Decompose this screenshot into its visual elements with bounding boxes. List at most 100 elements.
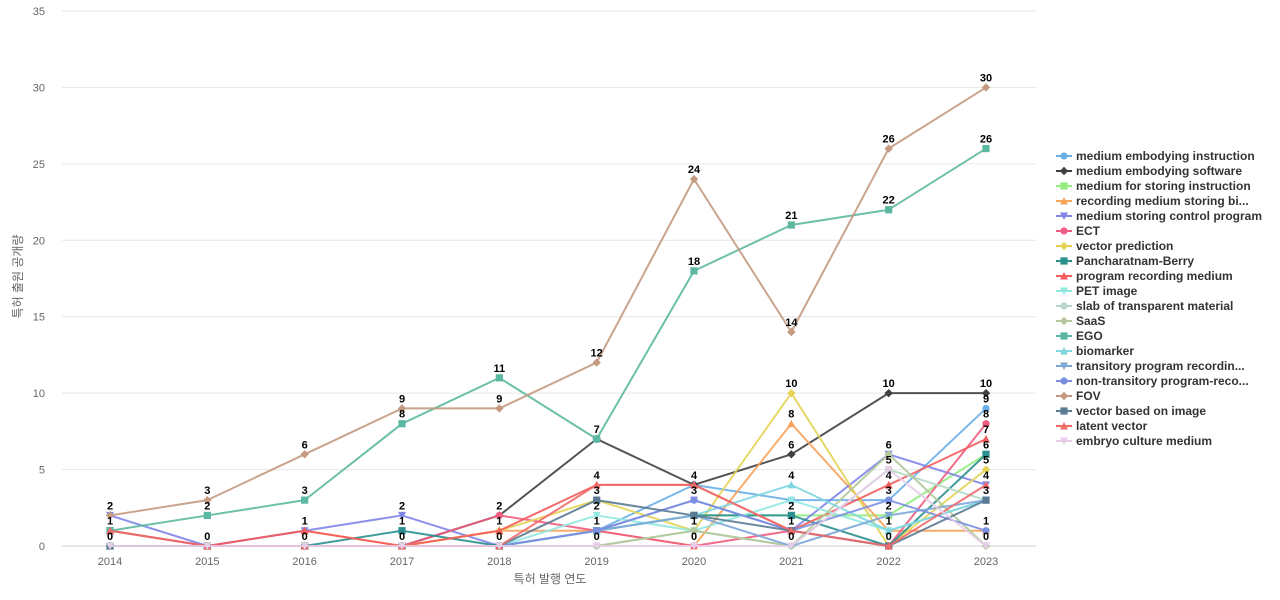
data-label: 7 <box>594 424 600 436</box>
x-tick-label: 2018 <box>487 556 511 568</box>
data-label: 6 <box>788 439 794 451</box>
legend-symbol <box>1060 437 1068 445</box>
data-point <box>787 388 796 398</box>
legend-item[interactable]: Pancharatnam-Berry <box>1056 254 1194 268</box>
series-8 <box>106 435 990 550</box>
legend-item[interactable]: biomarker <box>1056 344 1134 358</box>
data-point <box>884 450 893 459</box>
x-tick-label: 2017 <box>390 556 414 568</box>
legend-symbol <box>1059 316 1069 326</box>
data-point <box>593 435 601 443</box>
data-label: 4 <box>594 470 601 482</box>
series-lines <box>105 83 991 551</box>
legend-item[interactable]: PET image <box>1056 284 1138 298</box>
data-label: 8 <box>788 409 794 421</box>
data-point <box>495 526 504 535</box>
legend-item[interactable]: transitory program recordin... <box>1056 359 1245 373</box>
data-point <box>884 526 893 535</box>
data-point <box>593 527 601 535</box>
data-label: 6 <box>302 439 308 451</box>
legend-item[interactable]: medium for storing instruction <box>1056 179 1251 193</box>
data-point <box>787 480 796 489</box>
data-label: 5 <box>886 455 892 467</box>
legend-item[interactable]: medium storing control program <box>1056 209 1262 223</box>
data-label: 1 <box>594 516 600 528</box>
data-label: 9 <box>399 393 405 405</box>
data-point <box>884 388 893 398</box>
legend-item[interactable]: program recording medium <box>1056 269 1233 283</box>
data-point <box>787 221 795 229</box>
series-line <box>109 468 987 547</box>
legend-item[interactable]: vector based on image <box>1056 404 1206 418</box>
legend-item[interactable]: embryo culture medium <box>1056 434 1212 448</box>
data-label: 0 <box>788 531 794 543</box>
data-label: 21 <box>785 210 797 222</box>
data-label: 22 <box>883 195 895 207</box>
x-axis-ticks: 2014 2015 2016 2017 2018 2019 2020 2021 2022 2023 <box>98 556 998 568</box>
data-point <box>982 420 990 428</box>
legend-item[interactable]: vector prediction <box>1056 239 1173 253</box>
legend-item[interactable]: slab of transparent material <box>1056 299 1233 313</box>
legend-symbol <box>1060 272 1068 280</box>
data-label: 5 <box>983 455 989 467</box>
y-tick-label: 35 <box>33 6 45 18</box>
data-label: 2 <box>107 500 113 512</box>
data-label: 0 <box>691 531 697 543</box>
legend-symbol <box>1060 362 1068 370</box>
data-point <box>106 526 114 535</box>
legend-symbol <box>1059 166 1069 176</box>
data-label: 10 <box>980 378 992 390</box>
data-label: 1 <box>691 516 697 528</box>
legend-item[interactable]: FOV <box>1056 389 1101 403</box>
data-label: 2 <box>788 500 794 512</box>
legend-item[interactable]: medium embodying instruction <box>1056 149 1255 163</box>
legend-label: embryo culture medium <box>1076 434 1212 448</box>
data-labels: 2103206310982101192101274321024184310211… <box>107 72 992 543</box>
data-point <box>884 466 893 474</box>
legend-symbol <box>1060 212 1068 220</box>
data-point <box>787 496 796 505</box>
data-label: 14 <box>785 317 798 329</box>
data-label: 24 <box>688 164 701 176</box>
data-label: 3 <box>594 485 600 497</box>
data-point <box>787 450 796 459</box>
data-point <box>689 174 699 184</box>
data-point <box>689 526 699 535</box>
data-label: 2 <box>496 500 502 512</box>
data-point <box>592 480 601 489</box>
data-label: 30 <box>980 72 992 84</box>
data-label: 0 <box>594 531 600 543</box>
legend-item[interactable]: ECT <box>1056 224 1101 238</box>
legend-item[interactable]: SaaS <box>1056 314 1105 328</box>
data-label: 9 <box>983 393 989 405</box>
x-tick-label: 2015 <box>195 556 219 568</box>
data-label: 1 <box>302 516 308 528</box>
series-12 <box>106 144 990 535</box>
legend-item[interactable]: EGO <box>1056 329 1103 343</box>
legend-symbol <box>1060 257 1068 265</box>
legend-item[interactable]: latent vector <box>1056 419 1148 433</box>
data-point <box>495 511 503 520</box>
data-point <box>690 267 698 275</box>
data-label: 4 <box>983 470 990 482</box>
data-point <box>981 83 991 92</box>
data-label: 11 <box>494 363 506 375</box>
data-label: 2 <box>594 500 600 512</box>
legend-symbol <box>1060 377 1068 385</box>
legend-symbol <box>1060 152 1068 160</box>
series-line <box>109 147 987 532</box>
data-label: 0 <box>107 531 113 543</box>
data-label: 3 <box>204 485 210 497</box>
data-point <box>495 374 503 382</box>
legend-label: SaaS <box>1076 314 1105 328</box>
data-point <box>106 542 114 550</box>
series-line <box>109 86 987 517</box>
data-point <box>690 480 698 489</box>
legend-item[interactable]: recording medium storing bi... <box>1056 194 1249 208</box>
data-label: 0 <box>496 531 502 543</box>
legend-item[interactable]: medium embodying software <box>1056 164 1242 178</box>
legend-item[interactable]: non-transitory program-reco... <box>1056 374 1249 388</box>
data-point <box>398 527 406 535</box>
data-point <box>787 526 796 535</box>
